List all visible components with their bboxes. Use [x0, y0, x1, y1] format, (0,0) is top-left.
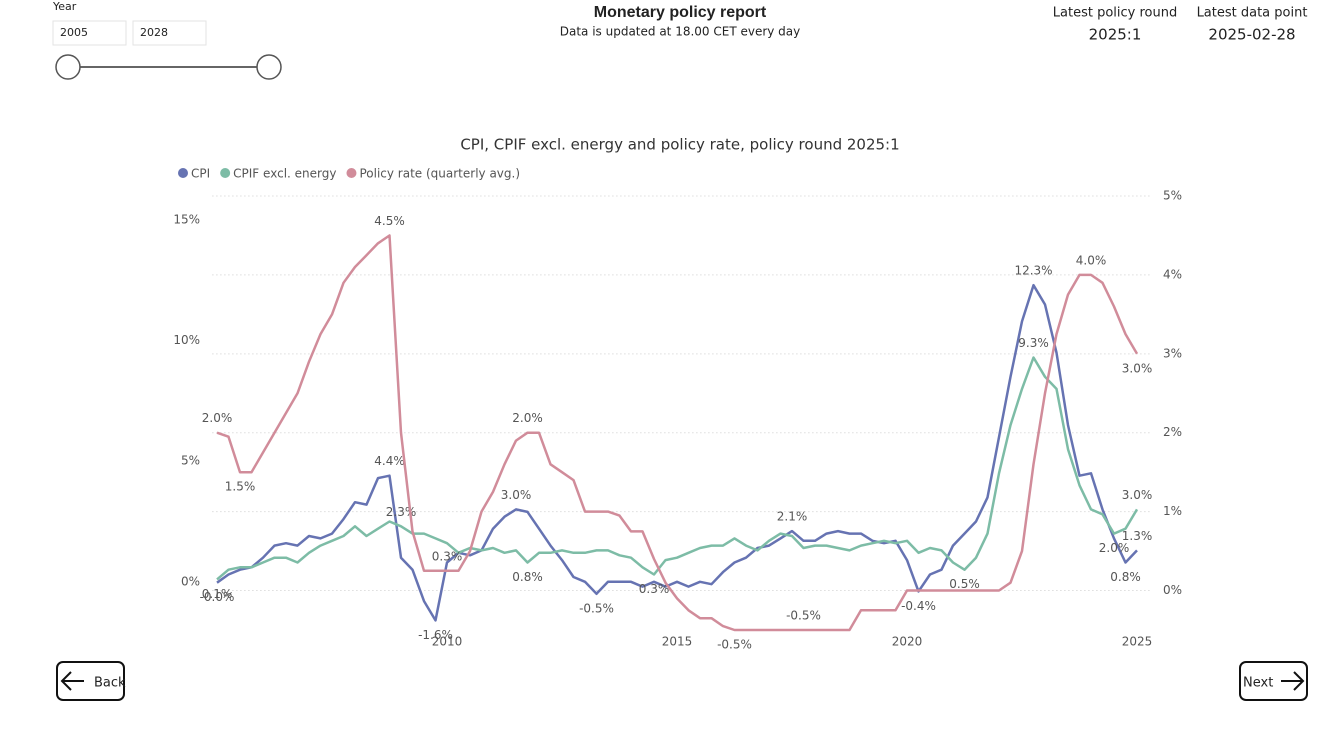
data-label: 1.5% — [225, 480, 256, 494]
button-frame — [56, 661, 125, 701]
legend-marker — [178, 168, 188, 178]
card-value: 2025:1 — [1089, 26, 1142, 44]
filter-label: Year — [52, 0, 77, 13]
y2-tick-label: 5% — [1163, 189, 1182, 203]
data-label: 4.4% — [374, 454, 405, 468]
legend-marker — [220, 168, 231, 178]
legend-marker — [346, 168, 357, 178]
legend-label: Policy rate (quarterly avg.) — [359, 167, 520, 181]
y-tick-label: 5% — [181, 454, 200, 468]
data-label: 3.0% — [501, 488, 532, 502]
data-label: 0.5% — [949, 577, 980, 591]
series-line — [216, 283, 1138, 622]
data-label: -0.5% — [717, 638, 752, 652]
report-subtitle: Data is updated at 18.00 CET every day — [560, 25, 801, 39]
legend-label: CPI — [191, 167, 210, 181]
back-button[interactable]: Back — [56, 661, 126, 701]
back-arrow — [60, 671, 84, 691]
y-tick-label: 15% — [173, 213, 200, 227]
next-button[interactable]: Next — [1239, 661, 1308, 701]
data-label: 0.3% — [639, 582, 670, 596]
card-label: Latest data point — [1197, 6, 1308, 21]
report-title: Monetary policy report — [594, 4, 767, 21]
legend-label: CPIF excl. energy — [233, 167, 336, 181]
data-label: 2.0% — [512, 411, 543, 425]
button-label: Back — [94, 676, 126, 691]
data-label: 3.0% — [1122, 488, 1153, 502]
data-label: 2.0% — [1099, 541, 1130, 555]
to-value: 2028 — [140, 26, 168, 39]
data-label: -0.5% — [786, 609, 821, 623]
data-label: -0.4% — [901, 599, 936, 613]
card-value: 2025-02-28 — [1208, 26, 1295, 44]
card-label: Latest policy round — [1053, 6, 1177, 21]
x-tick-label: 2010 — [432, 635, 463, 649]
from-value: 2005 — [60, 26, 88, 39]
y2-tick-label: 1% — [1163, 504, 1182, 518]
data-label: -1.6% — [418, 628, 453, 642]
slider-handle[interactable] — [256, 54, 282, 80]
data-label: 0.1% — [202, 587, 233, 601]
x-tick-label: 2020 — [892, 635, 923, 649]
button-frame — [1239, 661, 1308, 701]
x-tick-label: 2015 — [662, 635, 693, 649]
data-label: -0.5% — [579, 601, 614, 615]
y-tick-label: 0% — [181, 574, 200, 588]
data-label: 4.5% — [374, 214, 405, 228]
data-label: -0.0% — [200, 590, 235, 604]
data-label: 9.3% — [1018, 336, 1049, 350]
series-line — [216, 356, 1139, 581]
y-tick-label: 10% — [173, 333, 200, 347]
data-label: 2.1% — [777, 510, 808, 524]
button-label: Next — [1243, 676, 1273, 691]
data-label: 0.8% — [1110, 570, 1141, 584]
y2-tick-label: 2% — [1163, 425, 1182, 439]
data-label: 0.8% — [512, 570, 543, 584]
slider-handle[interactable] — [55, 54, 81, 80]
y2-tick-label: 3% — [1163, 346, 1182, 360]
series-line — [216, 234, 1139, 632]
to-input[interactable] — [132, 20, 207, 46]
from-input[interactable] — [52, 20, 127, 46]
data-label: 0.3% — [432, 549, 463, 563]
data-label: 3.0% — [1122, 361, 1153, 375]
data-label: 2.0% — [202, 411, 233, 425]
data-label: 4.0% — [1076, 253, 1107, 267]
chart-title: CPI, CPIF excl. energy and policy rate, … — [460, 136, 899, 154]
data-label: 1.3% — [1122, 529, 1153, 543]
data-label: 12.3% — [1014, 264, 1052, 278]
next-arrow — [1281, 671, 1305, 691]
y2-tick-label: 0% — [1163, 583, 1182, 597]
y2-tick-label: 4% — [1163, 267, 1182, 281]
x-tick-label: 2025 — [1122, 635, 1153, 649]
